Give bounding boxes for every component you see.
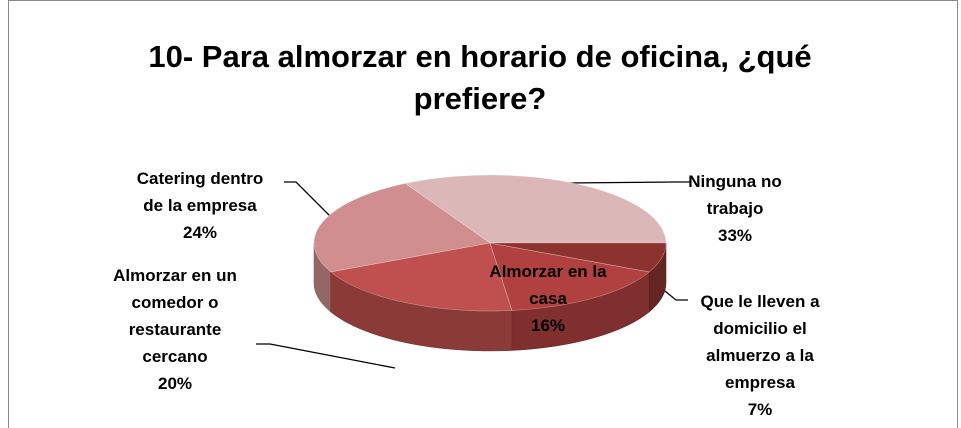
value-label: 33% [717, 226, 753, 245]
value-label: 20% [157, 374, 193, 393]
data-label: Que le lleven a domicilio el almuerzo a … [685, 288, 835, 423]
category-label: Almorzar en un comedor o restaurante cer… [113, 266, 237, 366]
category-label: Ninguna no trabajo [688, 172, 782, 218]
pie-slice [489, 242, 650, 311]
chart-border [8, 0, 958, 428]
leader-line [256, 343, 396, 369]
value-label: 24% [182, 223, 218, 242]
value-label: 16% [530, 316, 566, 335]
category-label: Almorzar en la casa [489, 262, 607, 308]
category-label: Que le lleven a domicilio el almuerzo a … [700, 292, 820, 392]
pie-slice [313, 183, 491, 273]
pie-slice [489, 242, 667, 273]
leader-line [284, 181, 336, 222]
data-label: Ninguna no trabajo 33% [670, 168, 800, 249]
pie-tops [313, 174, 667, 312]
data-label: Catering dentro de la empresa 24% [125, 165, 275, 246]
category-label: Catering dentro de la empresa [136, 169, 264, 215]
data-label: Almorzar en la casa 16% [478, 258, 618, 339]
pie-slice [404, 174, 667, 244]
value-label: 7% [747, 400, 773, 419]
data-label: Almorzar en un comedor o restaurante cer… [98, 262, 253, 397]
leader-line [564, 181, 690, 184]
pie-slice [330, 242, 513, 312]
chart-title: 10- Para almorzar en horario de oficina,… [148, 39, 812, 116]
